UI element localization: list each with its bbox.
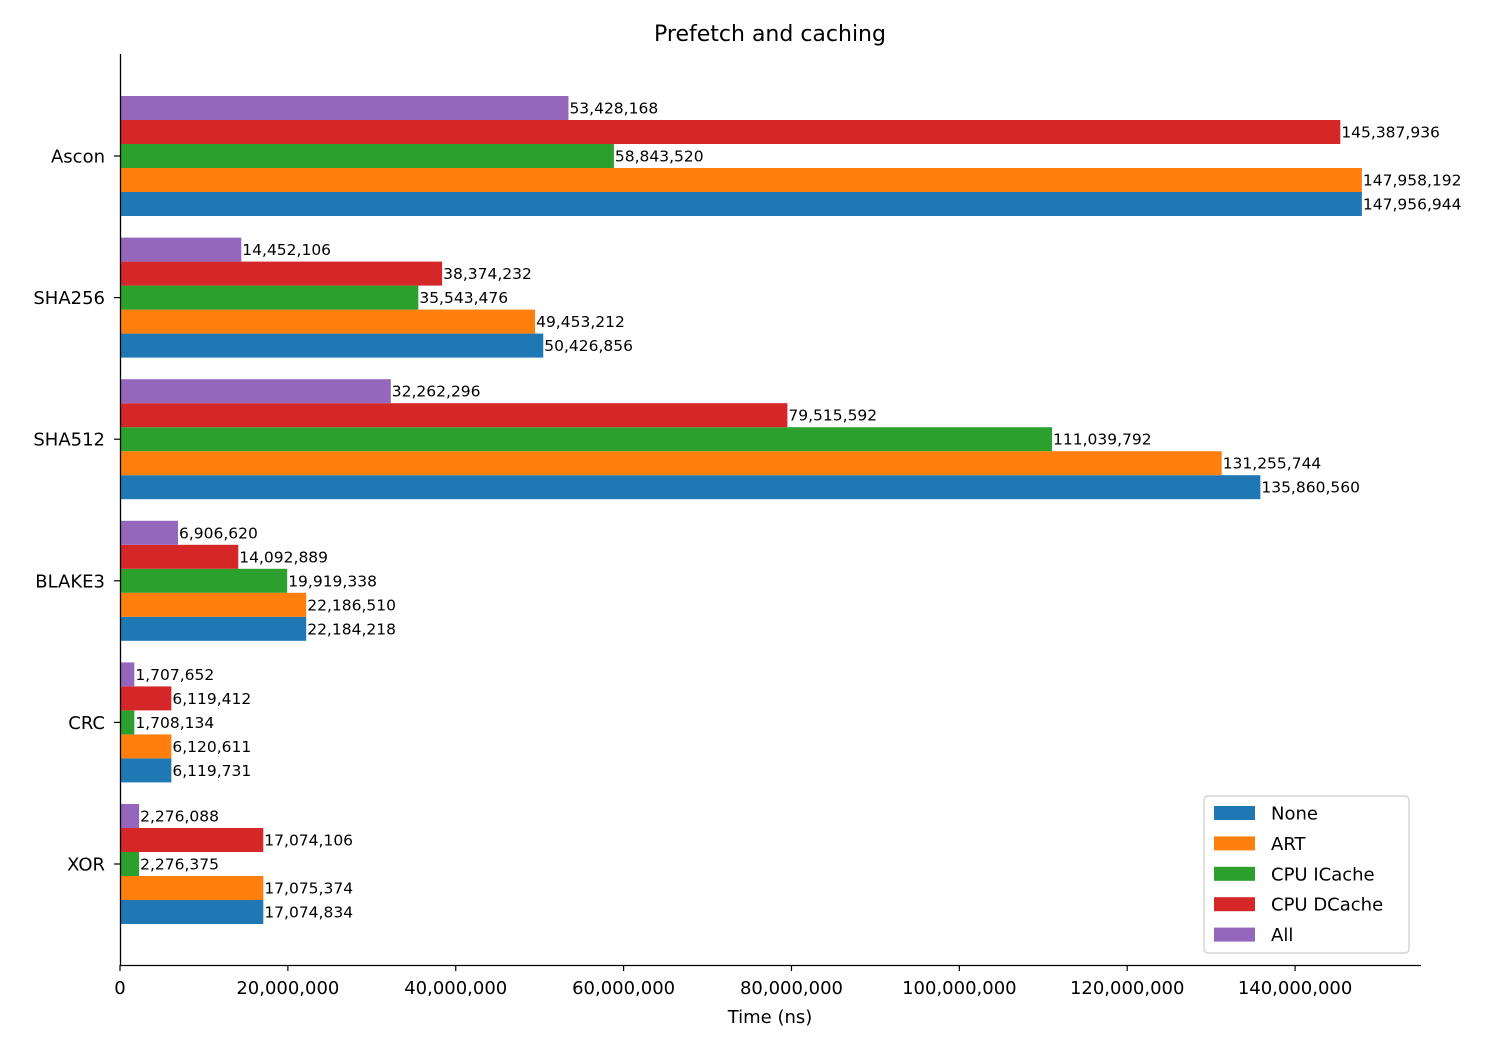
bar-cpu-icache-xor: [120, 852, 140, 876]
bar-all-xor: [120, 804, 140, 828]
bar-value-label: 135,860,560: [1261, 479, 1360, 497]
bar-none-blake3: [120, 616, 307, 641]
y-tick-label: XOR: [67, 855, 105, 876]
bar-all-ascon: [120, 96, 569, 120]
x-tick-label: 40,000,000: [404, 978, 507, 999]
legend-swatch-art: [1214, 836, 1255, 851]
bar-cpu-icache-sha512: [120, 427, 1053, 452]
bar-value-label: 22,186,510: [307, 596, 396, 614]
legend: None ART CPU ICache CPU DCache All: [1203, 795, 1410, 954]
y-tick-label: SHA256: [33, 288, 105, 309]
bar-cpu-dcache-sha256: [120, 261, 443, 286]
bar-cpu-dcache-crc: [120, 686, 172, 711]
bar-art-xor: [120, 876, 264, 900]
bar-value-label: 32,262,296: [392, 383, 481, 401]
bar-cpu-dcache-ascon: [120, 120, 1341, 144]
bar-value-label: 6,119,412: [172, 690, 251, 708]
x-tick-label: 80,000,000: [740, 978, 843, 999]
legend-swatch-none: [1214, 806, 1255, 820]
bar-value-label: 131,255,744: [1223, 455, 1322, 473]
x-ticks-group: 0 20,000,000 40,000,000 60,000,000 80,000,00…: [114, 965, 1352, 999]
bar-art-sha256: [120, 309, 536, 334]
axes-group: [119, 54, 1421, 967]
bar-value-label: 145,387,936: [1341, 124, 1440, 142]
bar-value-label: 2,276,088: [140, 808, 219, 826]
bars-group: [120, 96, 1362, 924]
bar-art-crc: [120, 734, 172, 759]
bar-value-label: 147,956,944: [1363, 196, 1462, 214]
bar-value-label: 49,453,212: [536, 313, 625, 331]
bar-value-label: 38,374,232: [443, 265, 532, 283]
x-tick-label: 0: [114, 978, 125, 999]
legend-label: None: [1271, 804, 1318, 825]
y-ticks-group: Ascon SHA256 SHA512 BLAKE3 CRC XOR: [33, 147, 120, 876]
bar-value-label: 14,092,889: [239, 548, 328, 566]
bar-art-blake3: [120, 592, 307, 617]
x-tick-label: 140,000,000: [1238, 978, 1353, 999]
y-tick-label: SHA512: [33, 430, 105, 451]
legend-swatch-cpu-icache: [1214, 866, 1255, 881]
x-tick-label: 100,000,000: [902, 978, 1017, 999]
bar-value-label: 35,543,476: [419, 289, 508, 307]
legend-label: All: [1271, 925, 1293, 946]
bar-value-label: 2,276,375: [140, 856, 219, 874]
x-tick-label: 60,000,000: [572, 978, 675, 999]
bar-all-crc: [120, 662, 135, 687]
bar-labels-group: 147,956,944 147,958,192 58,843,520 145,387,…: [135, 100, 1461, 922]
bar-cpu-dcache-xor: [120, 828, 264, 852]
bar-value-label: 6,906,620: [179, 524, 258, 542]
bar-value-label: 79,515,592: [788, 407, 877, 425]
bar-all-sha512: [120, 379, 391, 404]
legend-swatch-all: [1214, 927, 1255, 942]
bar-value-label: 58,843,520: [615, 148, 704, 166]
legend-label: CPU DCache: [1271, 895, 1383, 916]
legend-swatch-cpu-dcache: [1214, 897, 1255, 912]
bar-value-label: 147,958,192: [1363, 172, 1462, 190]
bar-value-label: 111,039,792: [1053, 431, 1152, 449]
bar-cpu-icache-sha256: [120, 285, 419, 310]
legend-label: ART: [1271, 834, 1307, 855]
bar-art-ascon: [120, 168, 1362, 192]
bar-cpu-icache-crc: [120, 710, 135, 735]
bar-value-label: 19,919,338: [288, 572, 377, 590]
bar-none-ascon: [120, 192, 1362, 216]
bar-value-label: 17,074,106: [264, 832, 353, 850]
bar-none-xor: [120, 900, 264, 924]
bar-none-crc: [120, 758, 172, 783]
bar-all-blake3: [120, 520, 178, 545]
y-tick-label: Ascon: [51, 147, 105, 168]
bar-value-label: 1,708,134: [135, 714, 214, 732]
bar-value-label: 50,426,856: [544, 337, 633, 355]
bar-value-label: 1,707,652: [135, 666, 214, 684]
bar-value-label: 14,452,106: [242, 241, 331, 259]
x-tick-label: 20,000,000: [236, 978, 339, 999]
legend-frame: [1203, 795, 1410, 954]
bar-cpu-icache-ascon: [120, 144, 614, 168]
bar-cpu-dcache-sha512: [120, 403, 788, 428]
bar-all-sha256: [120, 237, 242, 262]
bar-value-label: 53,428,168: [569, 100, 658, 118]
bar-value-label: 17,074,834: [264, 904, 353, 922]
y-tick-label: BLAKE3: [35, 571, 105, 592]
bar-none-sha256: [120, 333, 544, 358]
bar-cpu-icache-blake3: [120, 568, 288, 593]
bar-none-sha512: [120, 475, 1261, 500]
bar-art-sha512: [120, 451, 1222, 476]
x-axis-label: Time (ns): [727, 1007, 813, 1028]
bar-value-label: 17,075,374: [264, 880, 353, 898]
y-tick-label: CRC: [68, 713, 105, 734]
legend-label: CPU ICache: [1271, 864, 1375, 885]
chart-title: Prefetch and caching: [654, 22, 886, 47]
x-tick-label: 120,000,000: [1070, 978, 1185, 999]
bar-value-label: 6,119,731: [172, 762, 251, 780]
bar-cpu-dcache-blake3: [120, 544, 239, 569]
bar-value-label: 22,184,218: [307, 620, 396, 638]
bar-value-label: 6,120,611: [172, 738, 251, 756]
